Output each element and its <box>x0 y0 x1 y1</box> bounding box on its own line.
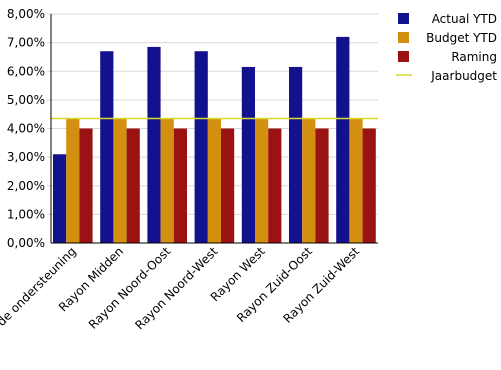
bar-raming <box>362 128 376 243</box>
bar-budget-ytd <box>349 118 363 243</box>
bar-actual-ytd <box>289 66 303 244</box>
bar-raming <box>126 128 140 243</box>
axes <box>50 14 378 244</box>
x-category-label: de ondersteuning <box>0 244 79 329</box>
bar-raming <box>268 128 282 243</box>
bar-budget-ytd <box>113 118 127 243</box>
legend-label: Raming <box>451 50 497 64</box>
bar-raming <box>173 128 187 243</box>
y-tick-label: 5,00% <box>7 93 45 107</box>
y-tick-label: 0,00% <box>7 236 45 250</box>
bar-budget-ytd <box>66 118 80 243</box>
y-tick-label: 7,00% <box>7 36 45 50</box>
y-tick-label: 3,00% <box>7 150 45 164</box>
y-tick-label: 6,00% <box>7 64 45 78</box>
bar-budget-ytd <box>207 118 221 243</box>
bar-actual-ytd <box>194 51 208 244</box>
bar-raming <box>315 128 329 243</box>
legend-label: Budget YTD <box>426 31 497 45</box>
legend-swatch <box>398 32 409 43</box>
legend: Actual YTD Budget YTD Raming Jaarbudget <box>396 12 497 83</box>
y-tick-label: 8,00% <box>7 7 45 21</box>
y-tick-label: 4,00% <box>7 122 45 136</box>
bar-budget-ytd <box>255 118 269 243</box>
bar-actual-ytd <box>100 51 114 244</box>
y-tick-label: 1,00% <box>7 207 45 221</box>
legend-swatch <box>398 13 409 24</box>
bar-budget-ytd <box>302 118 316 243</box>
y-tick-label: 2,00% <box>7 179 45 193</box>
legend-label: Jaarbudget <box>430 69 497 83</box>
bar-actual-ytd <box>53 154 67 243</box>
legend-swatch <box>398 51 409 62</box>
bar-raming <box>79 128 93 243</box>
bar-actual-ytd <box>336 36 350 244</box>
legend-label: Actual YTD <box>432 12 497 26</box>
bar-raming <box>221 128 235 243</box>
bars <box>53 36 376 244</box>
y-axis-tick-labels: 0,00% 1,00% 2,00% 3,00% 4,00% 5,00% 6,00% 7,00%… <box>7 7 45 250</box>
x-category-label: Rayon Noord-Oost <box>86 244 174 332</box>
bar-actual-ytd <box>241 66 255 244</box>
x-category-label: Rayon Noord-West <box>132 244 220 332</box>
bar-budget-ytd <box>160 118 174 243</box>
bar-actual-ytd <box>147 46 161 243</box>
